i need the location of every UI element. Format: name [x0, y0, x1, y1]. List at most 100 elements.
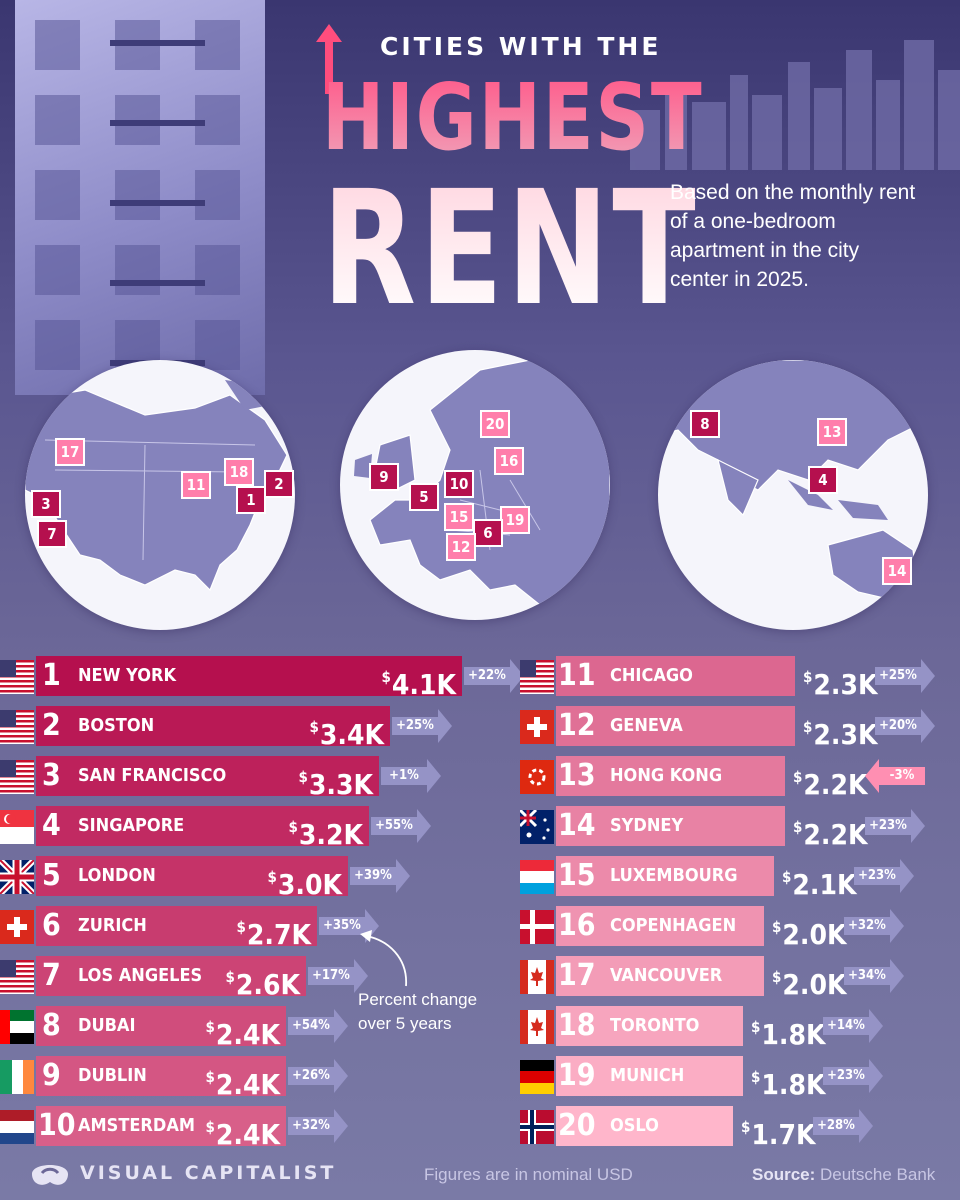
- bar: [556, 906, 764, 946]
- value-label: $4.1K: [381, 668, 456, 701]
- change-label: +54%: [292, 1018, 330, 1033]
- building-window: [115, 170, 160, 220]
- change-arrow: +28%: [813, 1109, 873, 1143]
- map-marker-4: 4: [808, 466, 838, 494]
- apartment-building-illustration: [15, 0, 265, 395]
- value-label: $2.4K: [205, 1018, 280, 1051]
- change-label: +23%: [869, 818, 907, 833]
- value-label: $3.0K: [267, 868, 342, 901]
- bar-row-14: 14 SYDNEY $2.2K +23%: [518, 806, 960, 851]
- flag-hk-icon: [520, 760, 554, 794]
- flag-ch-icon: [0, 910, 34, 944]
- map-marker-1: 1: [236, 486, 266, 514]
- bar-row-13: 13 HONG KONG $2.2K -3%: [520, 756, 960, 801]
- map-marker-3: 3: [31, 490, 61, 518]
- value-text: 2.3K: [813, 668, 878, 701]
- value-label: $1.7K: [741, 1118, 816, 1151]
- flag-sg-icon: [0, 810, 34, 844]
- value-text: 1.7K: [751, 1118, 816, 1151]
- bar: [36, 706, 390, 746]
- value-text: 2.0K: [782, 918, 847, 951]
- footer-note: Figures are in nominal USD: [424, 1165, 633, 1184]
- bar: [36, 906, 317, 946]
- map-marker-17: 17: [55, 438, 85, 466]
- change-arrow: +26%: [288, 1059, 348, 1093]
- bar-row-18: 18 TORONTO $1.8K +14%: [520, 1006, 960, 1051]
- map-marker-14: 14: [882, 557, 912, 585]
- city-label: SYDNEY: [610, 815, 684, 836]
- value-label: $2.1K: [782, 868, 857, 901]
- change-label: +25%: [396, 718, 434, 733]
- value-label: $2.7K: [236, 918, 311, 951]
- rank-label: 19: [558, 1058, 596, 1093]
- map-marker-7: 7: [37, 520, 67, 548]
- title-line-3: RENT: [322, 157, 700, 341]
- change-label: +26%: [292, 1068, 330, 1083]
- city-label: GENEVA: [610, 715, 683, 736]
- map-marker-18: 18: [224, 458, 254, 486]
- rank-label: 5: [42, 858, 61, 893]
- flag-au-icon: [518, 808, 554, 844]
- value-text: 2.0K: [782, 968, 847, 1001]
- rank-label: 6: [42, 908, 61, 943]
- value-text: 2.3K: [813, 718, 878, 751]
- value-text: 4.1K: [391, 668, 456, 701]
- value-text: 1.8K: [761, 1068, 826, 1101]
- change-arrow: +32%: [288, 1109, 348, 1143]
- asia-oceania-map: [658, 360, 928, 601]
- brand-name: VISUAL CAPITALIST: [80, 1162, 337, 1184]
- value-label: $3.4K: [309, 718, 384, 751]
- change-label: +34%: [848, 968, 886, 983]
- change-arrow: +25%: [392, 709, 452, 743]
- value-label: $2.0K: [772, 918, 847, 951]
- flag-us-icon: [0, 960, 34, 994]
- title-line-1: CITIES WITH THE: [380, 32, 662, 61]
- change-label: +35%: [323, 918, 361, 933]
- rank-label: 14: [558, 808, 596, 843]
- map-marker-6: 6: [473, 519, 503, 547]
- value-label: $2.3K: [803, 668, 878, 701]
- value-text: 3.0K: [277, 868, 342, 901]
- city-label: DUBLIN: [78, 1065, 147, 1086]
- building-balcony: [110, 120, 205, 126]
- city-label: LOS ANGELES: [78, 965, 203, 986]
- city-label: CHICAGO: [610, 665, 693, 686]
- value-label: $2.4K: [205, 1068, 280, 1101]
- flag-dk-icon: [520, 910, 554, 944]
- bar-row-4: 4 SINGAPORE $3.2K +55%: [0, 806, 440, 851]
- value-text: 2.6K: [235, 968, 300, 1001]
- value-label: $2.6K: [225, 968, 300, 1001]
- change-arrow: +34%: [844, 959, 904, 993]
- value-text: 2.2K: [803, 818, 868, 851]
- rank-label: 20: [558, 1108, 596, 1143]
- visual-capitalist-logo-icon: [32, 1165, 68, 1185]
- building-window: [195, 245, 240, 295]
- flag-ca-icon: [520, 1010, 554, 1044]
- change-arrow: -3%: [865, 759, 925, 793]
- rank-label: 16: [558, 908, 596, 943]
- value-text: 3.4K: [319, 718, 384, 751]
- rank-label: 10: [38, 1108, 76, 1143]
- bar-row-5: 5 LONDON $3.0K +39%: [0, 856, 440, 901]
- map-marker-20: 20: [480, 410, 510, 438]
- title-up-arrow-icon: [316, 24, 342, 94]
- building-balcony: [110, 280, 205, 286]
- change-arrow: +17%: [308, 959, 368, 993]
- bar: [36, 1106, 286, 1146]
- bar: [556, 806, 785, 846]
- map-marker-10: 10: [444, 470, 474, 498]
- bar: [556, 856, 774, 896]
- bar: [556, 756, 785, 796]
- flag-ae-icon: [0, 1010, 34, 1044]
- bar-row-16: 16 COPENHAGEN $2.0K +32%: [520, 906, 960, 951]
- flag-ca-icon: [520, 960, 554, 994]
- flag-ie-icon: [0, 1060, 34, 1094]
- bar-row-8: 8 DUBAI $2.4K +54%: [0, 1006, 440, 1051]
- change-arrow: +55%: [371, 809, 431, 843]
- building-window: [35, 170, 80, 220]
- bar-row-9: 9 DUBLIN $2.4K +26%: [0, 1056, 440, 1101]
- rank-label: 13: [558, 758, 596, 793]
- bar: [556, 1006, 743, 1046]
- bar-row-10: 10 AMSTERDAM $2.4K +32%: [0, 1106, 440, 1151]
- value-label: $2.3K: [803, 718, 878, 751]
